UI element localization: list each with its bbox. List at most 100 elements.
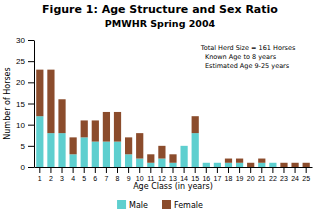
x-tick-label: 14 [180,175,188,182]
y-tick-label: 0 [21,163,26,172]
bar [47,70,54,134]
y-tick: 25 [16,57,34,66]
x-tick: 8 [116,167,120,182]
bar [169,163,176,167]
x-tick: 10 [136,167,144,182]
bar [103,112,110,142]
y-tick-label: 15 [16,100,25,109]
x-tick-label: 8 [116,175,120,182]
bar [192,116,199,133]
bar [214,163,221,167]
bar [180,146,187,167]
x-tick: 1 [38,167,42,182]
x-tick-label: 4 [71,175,75,182]
x-tick: 11 [147,167,154,182]
x-tick: 4 [71,167,75,182]
x-tick-label: 16 [202,175,210,182]
bar [258,159,265,163]
legend: MaleFemale [117,200,203,210]
x-tick: 12 [158,167,166,182]
bar [180,145,187,146]
annotation-line: Known Age to 8 years [201,53,277,61]
y-tick-label: 5 [21,142,26,151]
bar [269,163,276,167]
y-tick-mark [28,125,34,126]
x-axis: 1234567891011121314151617181920212223242… [35,167,313,182]
x-tick-label: 6 [93,175,97,182]
bars [36,70,310,167]
x-tick-mark [95,167,96,173]
bar [303,163,310,167]
bar [70,154,77,167]
x-tick-mark [150,167,151,173]
x-tick: 25 [302,167,310,182]
x-tick-mark [139,167,140,173]
x-tick: 15 [191,167,199,182]
annotation-line: Total Herd Size = 161 Horses [200,44,296,52]
y-tick-mark [28,167,34,168]
x-tick: 22 [269,167,277,182]
bar [81,137,88,167]
x-tick-mark [184,167,185,173]
x-tick-label: 24 [291,175,299,182]
bar [158,146,165,159]
legend-item: Male [117,200,148,210]
x-tick: 6 [93,167,97,182]
bar [136,133,143,158]
bar [269,162,276,163]
x-tick-label: 20 [247,175,255,182]
bar [236,163,243,167]
bar [258,163,265,167]
x-tick-mark [272,167,273,173]
x-tick: 14 [180,167,188,182]
x-tick-mark [161,167,162,173]
bar [203,163,210,167]
legend-label: Male [129,201,148,210]
legend-swatch [162,200,171,209]
bar [192,133,199,167]
bar [169,154,176,162]
x-tick-mark [206,167,207,173]
x-tick: 13 [169,167,177,182]
bar [92,120,99,141]
bar [125,137,132,154]
x-tick-mark [306,167,307,173]
annotation-line: Estimated Age 9-25 years [201,62,290,70]
y-tick-mark [28,82,34,83]
x-tick-label: 22 [269,175,277,182]
x-tick: 20 [247,167,255,182]
x-tick-label: 21 [258,175,266,182]
bar [103,142,110,167]
series [36,70,310,167]
bar [114,112,121,142]
x-tick-label: 12 [158,175,166,182]
bar [36,70,43,117]
x-tick-label: 23 [280,175,288,182]
bar [125,154,132,167]
bar [70,137,77,154]
x-tick: 24 [291,167,299,182]
y-tick-mark [28,104,34,105]
bar [36,116,43,167]
x-tick: 9 [127,167,131,182]
x-tick-label: 7 [104,175,108,182]
y-tick: 30 [16,36,34,45]
y-tick-mark [28,61,34,62]
x-tick-label: 11 [147,175,154,182]
x-tick-mark [73,167,74,173]
x-tick-label: 3 [60,175,64,182]
x-tick: 7 [104,167,108,182]
x-tick-mark [39,167,40,173]
x-tick-label: 18 [225,175,233,182]
x-tick-label: 10 [136,175,144,182]
bar [225,163,232,167]
title: Figure 1: Age Structure and Sex Ratio [42,3,278,16]
bar [114,142,121,167]
x-tick-label: 9 [127,175,131,182]
y-tick: 15 [16,100,34,109]
y-tick: 5 [21,142,34,151]
bar [147,154,154,162]
x-tick-mark [261,167,262,173]
bar [280,163,287,167]
x-tick: 17 [213,167,221,182]
